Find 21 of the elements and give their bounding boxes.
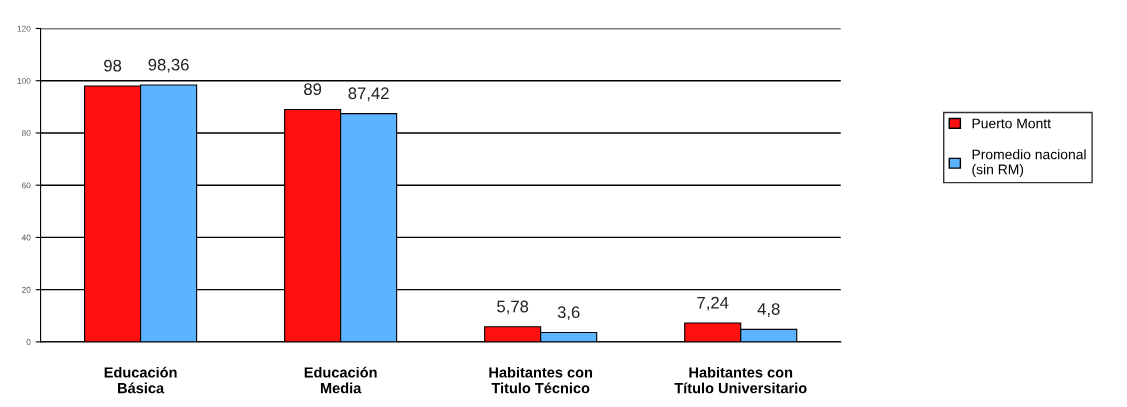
data-label: 4,8: [757, 303, 780, 317]
y-tick-label: 60: [22, 182, 31, 189]
data-label: 5,78: [497, 300, 529, 315]
data-label: 7,24: [697, 296, 729, 311]
data-label: 89: [304, 83, 322, 96]
x-tick-label: Educación Media: [304, 366, 377, 394]
y-tick-label: 100: [17, 77, 31, 84]
y-tick-label: 120: [17, 25, 31, 32]
y-tick-label: 80: [21, 130, 31, 137]
data-label: 98,36: [148, 58, 189, 73]
y-tick-label: 20: [22, 286, 31, 293]
x-tick-label: Habitantes con Título Universitario: [674, 366, 807, 394]
x-tick-label: Habitantes con Titulo Técnico: [489, 366, 593, 394]
data-label: 87,42: [348, 87, 389, 102]
legend-label: Puerto Montt: [972, 118, 1051, 129]
legend-label: Promedio nacional (sin RM): [972, 149, 1086, 178]
y-tick-label: 0: [26, 339, 31, 345]
data-label: 98: [104, 59, 122, 72]
y-tick-label: 40: [21, 234, 31, 241]
data-label: 3,6: [557, 306, 580, 321]
x-tick-label: Educación Básica: [104, 366, 177, 394]
